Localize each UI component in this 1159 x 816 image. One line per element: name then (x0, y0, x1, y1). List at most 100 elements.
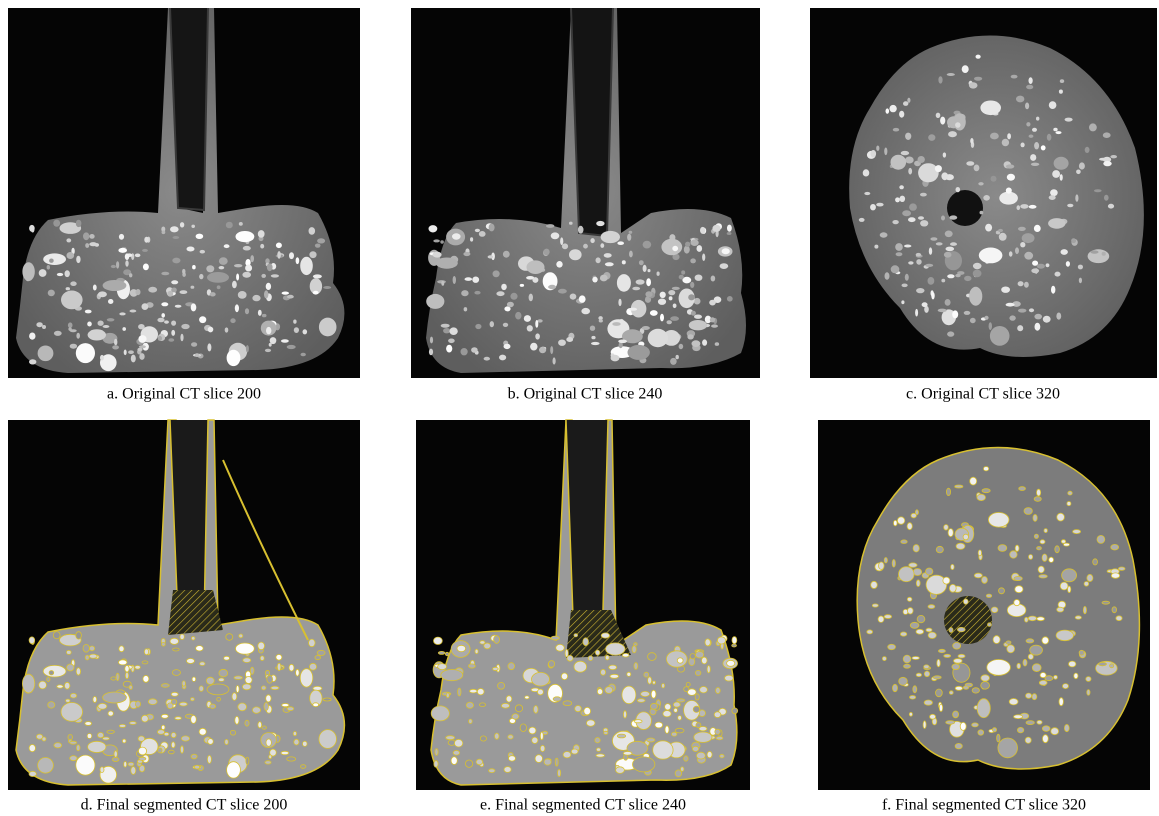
particle (655, 722, 663, 728)
particle (167, 291, 173, 297)
particle (678, 716, 682, 721)
particle (429, 225, 438, 232)
particle (512, 714, 519, 720)
particle (569, 249, 582, 260)
particle (596, 221, 604, 226)
particle (944, 252, 952, 258)
particle (1029, 308, 1034, 312)
particle (884, 148, 887, 156)
particle (884, 558, 887, 563)
particle (953, 643, 961, 650)
particle (67, 664, 75, 671)
particle (605, 262, 614, 266)
particle (319, 730, 337, 749)
particle (219, 678, 225, 681)
particle (596, 257, 601, 263)
particle (1104, 195, 1109, 201)
particle (98, 321, 104, 326)
particle (199, 274, 203, 279)
particle (510, 293, 517, 300)
particle (111, 677, 116, 680)
particle (65, 270, 70, 277)
particle (1017, 325, 1023, 331)
particle (940, 117, 945, 125)
root (571, 8, 613, 236)
particle (913, 686, 917, 693)
particle (973, 270, 982, 278)
particle (535, 320, 538, 328)
particle (863, 169, 870, 176)
particle (629, 251, 633, 258)
particle (936, 113, 941, 118)
particle (1046, 263, 1050, 267)
particle (496, 291, 504, 296)
particle (54, 743, 62, 748)
particle (578, 226, 584, 234)
particle (916, 580, 920, 587)
particle (262, 726, 267, 729)
particle (1018, 281, 1024, 286)
particle (981, 675, 990, 681)
particle (446, 736, 455, 740)
particle (1034, 314, 1042, 320)
particle (53, 220, 60, 227)
particle (1009, 315, 1015, 320)
particle (586, 720, 595, 726)
particle (436, 258, 458, 269)
particle (199, 686, 203, 691)
particle (928, 134, 935, 141)
particle (668, 290, 675, 295)
particle (266, 695, 271, 702)
particle (702, 657, 708, 664)
particle (651, 690, 656, 698)
particle (476, 759, 483, 765)
particle (908, 608, 914, 614)
particle (1074, 673, 1078, 679)
particle (605, 655, 609, 660)
particle (446, 345, 452, 353)
particle (694, 315, 702, 319)
particle (238, 291, 247, 299)
particle (219, 266, 225, 269)
particle (1014, 715, 1023, 719)
particle (970, 138, 973, 144)
particle (952, 664, 960, 670)
particle (195, 353, 200, 357)
particle (1042, 554, 1047, 561)
particle (976, 55, 981, 59)
particle (468, 664, 475, 668)
particle (956, 543, 965, 549)
particle (551, 636, 559, 640)
particle (972, 723, 979, 727)
particle (107, 730, 115, 733)
particle (628, 345, 650, 360)
particle (431, 706, 449, 721)
particle (539, 347, 546, 353)
particle (595, 738, 600, 743)
particle (695, 694, 699, 700)
particle (138, 736, 145, 741)
particle (49, 259, 54, 263)
particle (451, 757, 457, 765)
particle (315, 656, 321, 660)
particle (301, 765, 306, 769)
particle (207, 272, 229, 283)
particle (453, 276, 456, 284)
particle (964, 276, 971, 281)
particle (191, 698, 195, 701)
particle (443, 328, 450, 333)
particle (108, 299, 113, 304)
particle (1094, 189, 1102, 192)
particle (992, 728, 996, 732)
particle (711, 324, 718, 327)
particle (948, 131, 957, 137)
particle (48, 702, 55, 709)
particle (458, 688, 461, 696)
particle (544, 249, 550, 256)
particle (70, 756, 77, 761)
caption: d. Final segmented CT slice 200 (81, 797, 288, 814)
particle (175, 305, 182, 308)
particle (989, 322, 992, 330)
particle (978, 550, 981, 556)
particle (918, 163, 939, 182)
